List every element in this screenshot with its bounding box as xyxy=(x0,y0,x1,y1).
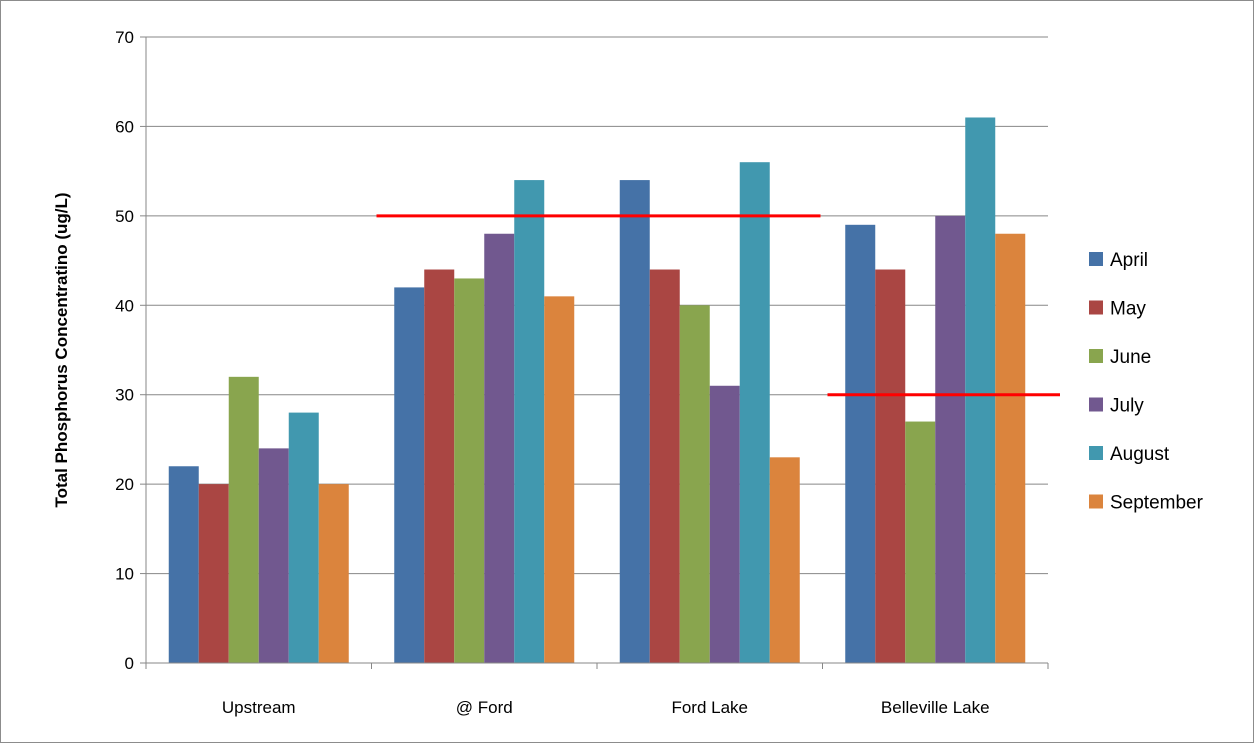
bar-july-4 xyxy=(935,215,966,663)
bar-july-3 xyxy=(709,385,740,663)
y-tick-label: 10 xyxy=(115,565,134,584)
x-tick-label: Ford Lake xyxy=(671,698,748,717)
bar-april-3 xyxy=(619,180,650,664)
y-tick-label: 40 xyxy=(115,296,134,315)
bar-may-3 xyxy=(649,269,680,663)
bar-august-3 xyxy=(739,162,770,663)
bar-april-4 xyxy=(845,224,876,664)
legend-swatch-august xyxy=(1089,446,1103,460)
axes: Total Phosphorus Concentratino (ug/L) 0 1… xyxy=(52,28,1049,717)
legend-label-august: August xyxy=(1110,444,1170,465)
y-tick-label: 20 xyxy=(115,475,134,494)
y-tick-label: 50 xyxy=(115,207,134,226)
legend-swatch-april xyxy=(1089,252,1103,266)
legend-label-may: May xyxy=(1110,299,1146,320)
y-tick-label: 0 xyxy=(125,654,134,673)
legend-label-april: April xyxy=(1110,250,1148,271)
bar-september-2 xyxy=(544,296,575,663)
bar-june-3 xyxy=(679,305,710,663)
bar-september-1 xyxy=(318,484,349,663)
bar-may-1 xyxy=(198,484,229,663)
legend-label-july: July xyxy=(1110,396,1144,417)
bars xyxy=(168,117,1026,664)
legend-swatch-june xyxy=(1089,349,1103,363)
bar-august-1 xyxy=(288,412,319,663)
bar-april-2 xyxy=(394,287,425,663)
x-tick-label: Upstream xyxy=(222,698,296,717)
x-tick-label: @ Ford xyxy=(456,698,513,717)
bar-august-2 xyxy=(514,180,545,664)
legend-swatch-may xyxy=(1089,300,1103,315)
y-tick-label: 60 xyxy=(115,117,134,136)
y-tick-label: 30 xyxy=(115,386,134,405)
bar-july-1 xyxy=(258,448,289,663)
legend-swatch-september xyxy=(1089,494,1103,509)
legend: April May June July August September xyxy=(1089,250,1204,514)
legend-swatch-july xyxy=(1089,397,1103,412)
bar-april-1 xyxy=(168,466,199,663)
bar-august-4 xyxy=(965,117,996,663)
y-axis-title: Total Phosphorus Concentratino (ug/L) xyxy=(52,192,71,507)
reference-lines xyxy=(376,214,1060,397)
legend-label-june: June xyxy=(1110,347,1151,368)
legend-label-september: September xyxy=(1110,493,1204,514)
bar-september-3 xyxy=(769,457,800,663)
bar-may-4 xyxy=(875,269,906,663)
bar-june-4 xyxy=(905,421,936,663)
bar-june-1 xyxy=(228,376,259,663)
bar-september-4 xyxy=(995,233,1026,663)
bar-may-2 xyxy=(424,269,455,663)
y-tick-label: 70 xyxy=(115,28,134,47)
x-tick-label: Belleville Lake xyxy=(881,698,990,717)
bar-july-2 xyxy=(484,233,515,663)
bar-june-2 xyxy=(454,278,485,663)
